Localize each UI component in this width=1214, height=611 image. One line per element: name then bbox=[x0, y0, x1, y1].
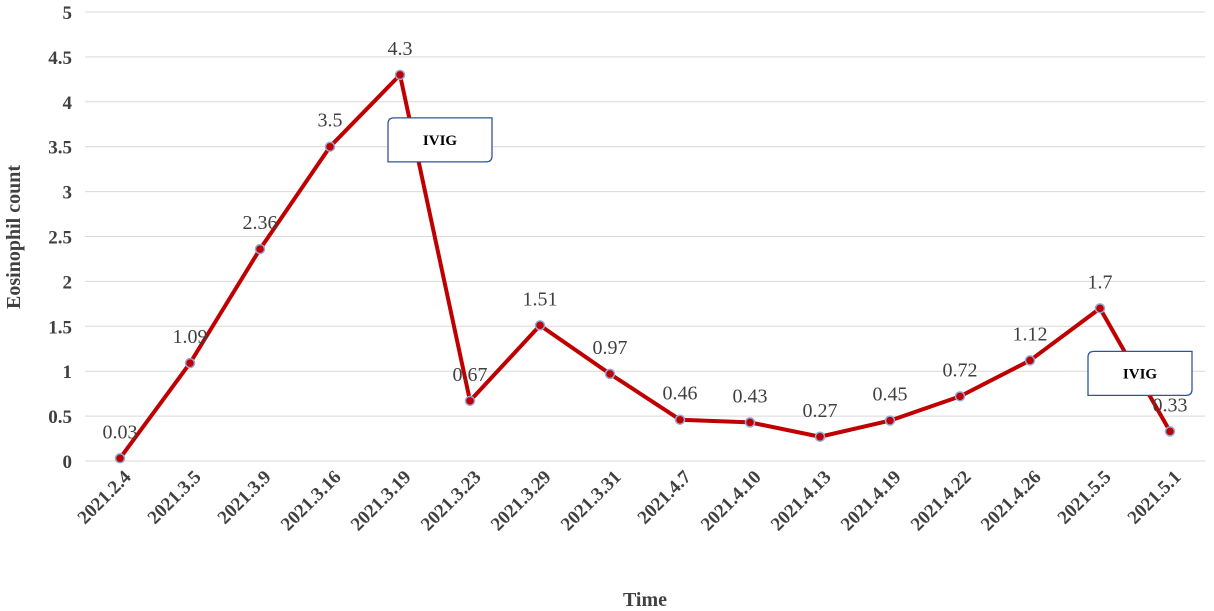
ivig-callout-text: IVIG bbox=[1123, 366, 1158, 382]
x-tick-label: 2021.4.19 bbox=[837, 467, 906, 536]
data-point bbox=[184, 357, 196, 369]
data-point bbox=[324, 141, 336, 152]
data-labels: 0.03 1.09 2.36 3.5 4.3 0.67 1.51 0.97 0.46 0.43 0.… bbox=[103, 38, 1188, 443]
y-tick-label: 4.5 bbox=[48, 48, 72, 69]
y-tick-label: 1 bbox=[63, 362, 73, 383]
data-label: 1.51 bbox=[523, 288, 558, 310]
y-tick-label: 0.5 bbox=[48, 407, 72, 428]
data-label: 1.09 bbox=[173, 326, 208, 348]
series-line bbox=[118, 72, 1172, 460]
data-label: 0.72 bbox=[943, 359, 978, 381]
x-tick-label: 2021.4.7 bbox=[634, 466, 696, 528]
data-point bbox=[674, 414, 686, 425]
data-point bbox=[254, 243, 266, 255]
data-label: 0.43 bbox=[733, 385, 768, 407]
data-points bbox=[114, 69, 1176, 464]
data-point bbox=[884, 415, 896, 426]
data-point bbox=[1024, 355, 1036, 366]
data-label: 1.12 bbox=[1013, 323, 1048, 345]
data-point bbox=[604, 368, 616, 380]
y-tick-label: 2.5 bbox=[48, 228, 72, 249]
x-tick-label: 2021.3.5 bbox=[144, 467, 206, 529]
ivig-callout-box bbox=[1087, 350, 1193, 396]
data-label: 2.36 bbox=[243, 212, 278, 234]
x-tick-label: 2021.4.10 bbox=[697, 467, 766, 536]
x-tick-label: 2021.3.9 bbox=[214, 467, 276, 529]
data-label: 0.97 bbox=[593, 337, 628, 359]
y-tick-label: 4 bbox=[63, 93, 73, 114]
y-tick-label: 5 bbox=[63, 3, 73, 24]
x-tick-label: 2021.5.5 bbox=[1054, 467, 1116, 529]
y-tick-label: 3 bbox=[63, 183, 73, 204]
series-layer bbox=[118, 72, 1172, 460]
x-tick-label: 2021.5.1 bbox=[1124, 467, 1186, 529]
x-tick-labels: 2021.2.4 2021.3.5 2021.3.9 2021.3.16 2021.3.… bbox=[74, 466, 1186, 535]
data-point bbox=[1094, 303, 1106, 314]
data-point bbox=[814, 431, 826, 443]
ivig-callout-text: IVIG bbox=[423, 133, 458, 149]
y-axis-title: Eosinophil count bbox=[3, 165, 25, 309]
x-tick-label: 2021.3.23 bbox=[417, 467, 486, 536]
data-point bbox=[954, 391, 966, 402]
y-tick-labels: 0 0.5 1 1.5 2 2.5 3 3.5 4 4.5 5 bbox=[48, 3, 72, 473]
y-tick-label: 3.5 bbox=[48, 138, 72, 159]
data-point bbox=[464, 395, 476, 407]
data-label: 0.33 bbox=[1153, 394, 1188, 416]
data-label: 0.46 bbox=[663, 383, 698, 405]
data-label: 4.3 bbox=[388, 38, 413, 60]
ivig-callout-box bbox=[387, 117, 493, 163]
y-tick-label: 2 bbox=[63, 272, 73, 293]
data-point bbox=[1164, 426, 1176, 437]
y-tick-label: 1.5 bbox=[48, 317, 72, 338]
x-tick-label: 2021.4.13 bbox=[767, 467, 836, 536]
data-point bbox=[744, 417, 756, 428]
data-label: 1.7 bbox=[1088, 271, 1113, 293]
x-tick-label: 2021.2.4 bbox=[74, 466, 136, 528]
x-tick-label: 2021.3.31 bbox=[557, 467, 626, 536]
x-tick-label: 2021.3.16 bbox=[277, 467, 346, 536]
x-tick-label: 2021.4.26 bbox=[977, 467, 1046, 536]
data-label: 0.67 bbox=[453, 364, 488, 386]
x-tick-label: 2021.3.29 bbox=[487, 467, 556, 536]
data-point bbox=[394, 69, 406, 81]
data-point bbox=[534, 320, 546, 331]
data-label: 0.27 bbox=[803, 400, 838, 422]
y-tick-label: 0 bbox=[63, 452, 73, 473]
x-tick-label: 2021.4.22 bbox=[907, 467, 976, 536]
x-tick-label: 2021.3.19 bbox=[347, 467, 416, 536]
data-label: 0.45 bbox=[873, 384, 908, 406]
grid-layer bbox=[85, 11, 1205, 462]
data-label: 3.5 bbox=[318, 110, 343, 132]
annotations: IVIG IVIG bbox=[387, 117, 1193, 396]
data-point bbox=[114, 453, 126, 464]
data-label: 0.03 bbox=[103, 421, 138, 443]
x-axis-title: Time bbox=[623, 589, 667, 611]
